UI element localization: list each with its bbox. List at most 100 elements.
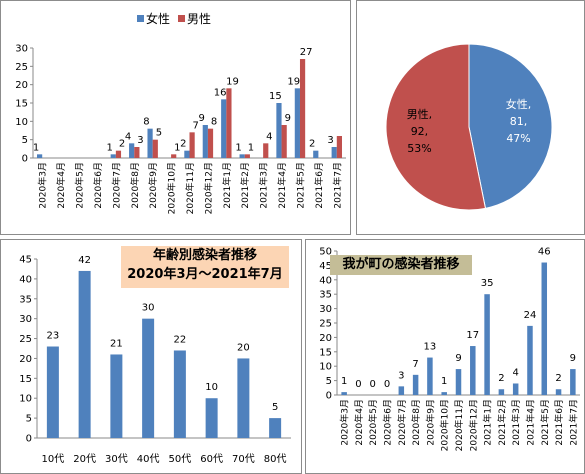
chart3-category-label: 60代 — [200, 453, 223, 465]
legend-female: 女性 — [137, 10, 170, 27]
chart1-data-label: 1 — [33, 142, 39, 153]
chart1-data-label: 3 — [137, 135, 143, 146]
chart1-data-label: 27 — [300, 47, 313, 58]
chart1-data-label: 2 — [180, 139, 186, 150]
chart4-category-label: 2021年1月 — [482, 399, 494, 446]
chart3-ytick-label: 0 — [26, 434, 32, 445]
chart4-category-label: 2021年2月 — [496, 399, 508, 446]
chart1-category-label: 2020年10月 — [166, 162, 178, 214]
chart3-ytick-label: 25 — [19, 334, 32, 345]
chart4-ytick-label: 20 — [319, 333, 332, 344]
chart4-ytick-label: 30 — [319, 304, 332, 315]
town-chart-panel: 0 5 10 15 20 25 30 35 40 45 50 1 2020年3月 0 2020年4月 0 202… — [305, 239, 585, 474]
chart4-bar — [484, 294, 490, 395]
chart1-bar-male — [152, 139, 158, 158]
chart1-data-label: 19 — [226, 76, 239, 87]
chart1-category-label: 2021年1月 — [221, 162, 233, 209]
chart4-data-label: 17 — [466, 330, 479, 341]
age-chart-title: 年齢別感染者推移 2020年3月～2021年7月 — [121, 246, 289, 288]
chart1-bar-male — [263, 143, 269, 158]
chart1-category-label: 2021年6月 — [313, 162, 325, 209]
chart1-category-label: 2020年5月 — [74, 162, 86, 209]
chart4-category-label: 2021年6月 — [553, 399, 565, 446]
pie-slice-label: 女性, — [506, 97, 532, 111]
chart3-category-label: 30代 — [105, 453, 128, 465]
chart1-category-label: 2020年11月 — [184, 162, 196, 214]
town-chart-title: 我が町の感染者推移 — [330, 255, 472, 275]
chart4-bar — [470, 346, 476, 395]
chart1-data-label: 2 — [309, 139, 315, 150]
chart4-bar — [498, 389, 505, 395]
chart1-ytick-label: 25 — [15, 62, 28, 73]
chart4-ytick-label: 5 — [326, 376, 332, 387]
chart1-bar-male — [299, 59, 306, 158]
chart4-category-label: 2021年5月 — [539, 399, 551, 446]
chart1-ytick-label: 10 — [15, 117, 28, 128]
chart3-category-label: 10代 — [42, 453, 65, 465]
chart4-category-label: 2020年9月 — [424, 399, 436, 446]
chart3-ytick-label: 10 — [19, 394, 32, 405]
chart1-data-label: 7 — [193, 120, 199, 131]
chart4-bar — [527, 325, 533, 395]
chart1-data-label: 1 — [235, 142, 241, 153]
pie-slice-label: 47% — [506, 132, 530, 145]
chart4-ytick-label: 40 — [319, 275, 332, 286]
chart3-bar — [78, 270, 91, 438]
chart1-category-label: 2021年4月 — [276, 162, 288, 209]
chart1-bar-female — [37, 154, 43, 158]
chart1-data-label: 5 — [156, 128, 162, 139]
chart4-data-label: 0 — [370, 379, 376, 390]
chart3-category-label: 20代 — [73, 453, 96, 465]
chart1-category-label: 2021年7月 — [331, 162, 343, 209]
chart4-bar — [555, 389, 562, 395]
chart1-bar-male — [189, 132, 195, 158]
chart1-data-label: 15 — [269, 91, 282, 102]
chart1-data-label: 1 — [248, 142, 254, 153]
chart4-ytick-label: 25 — [319, 319, 332, 330]
chart1-bar-female — [202, 125, 208, 158]
chart1-data-label: 8 — [143, 117, 149, 128]
chart4-ytick-label: 10 — [319, 362, 332, 373]
chart4-data-label: 1 — [341, 376, 347, 387]
chart1-category-label: 2020年12月 — [202, 162, 214, 214]
chart1-data-label: 9 — [199, 113, 205, 124]
chart4-data-label: 2 — [555, 373, 561, 384]
chart1-category-label: 2020年9月 — [147, 162, 159, 209]
chart3-category-label: 50代 — [169, 453, 192, 465]
chart4-ytick-label: 15 — [319, 347, 332, 358]
age-chart: 0 5 10 15 20 25 30 35 40 45 23 10代 42 20代 21 30代 30 40代 22… — [19, 255, 291, 465]
chart3-ytick-label: 40 — [19, 274, 32, 285]
chart1-bar-male — [226, 88, 232, 158]
chart1-category-label: 2021年3月 — [258, 162, 270, 209]
age-chart-title-text: 年齢別感染者推移 — [152, 248, 257, 263]
chart1-data-label: 3 — [327, 135, 333, 146]
legend-male-swatch — [178, 15, 186, 22]
chart4-bar — [541, 262, 548, 395]
chart4-ytick-label: 50 — [319, 247, 332, 258]
pie-slice-label: 男性, — [407, 107, 433, 121]
chart1-bar-female — [239, 154, 245, 158]
chart4-category-label: 2020年6月 — [382, 399, 394, 446]
chart3-ytick-label: 35 — [19, 294, 32, 305]
chart4-bar — [512, 383, 519, 395]
chart4-data-label: 3 — [398, 370, 404, 381]
pie-slice-label: 92, — [411, 125, 429, 138]
gender-pie-chart: 女性, 81, 47% 男性, 92, 53% — [385, 43, 553, 211]
legend-male: 男性 — [178, 10, 211, 27]
chart3-ytick-label: 30 — [19, 314, 32, 325]
chart4-data-label: 13 — [424, 342, 437, 353]
chart4-data-label: 0 — [355, 379, 361, 390]
chart4-category-label: 2020年11月 — [453, 399, 465, 451]
chart4-category-label: 2020年12月 — [467, 399, 479, 451]
chart3-bar — [237, 358, 250, 438]
chart1-bar-female — [294, 88, 300, 158]
chart4-category-label: 2020年7月 — [396, 399, 408, 446]
chart1-bar-male — [171, 154, 177, 158]
gender-monthly-chart-panel: 女性 男性 0 5 10 15 20 25 30 1 2020年3月 2020年4月 2020年5月… — [0, 0, 351, 235]
chart1-ytick-label: 15 — [15, 99, 28, 110]
chart4-category-label: 2020年5月 — [367, 399, 379, 446]
chart3-ytick-label: 15 — [19, 374, 32, 385]
legend-male-label: 男性 — [187, 12, 212, 26]
town-chart: 0510152025303540455012020年3月02020年4月0202… — [319, 247, 580, 451]
